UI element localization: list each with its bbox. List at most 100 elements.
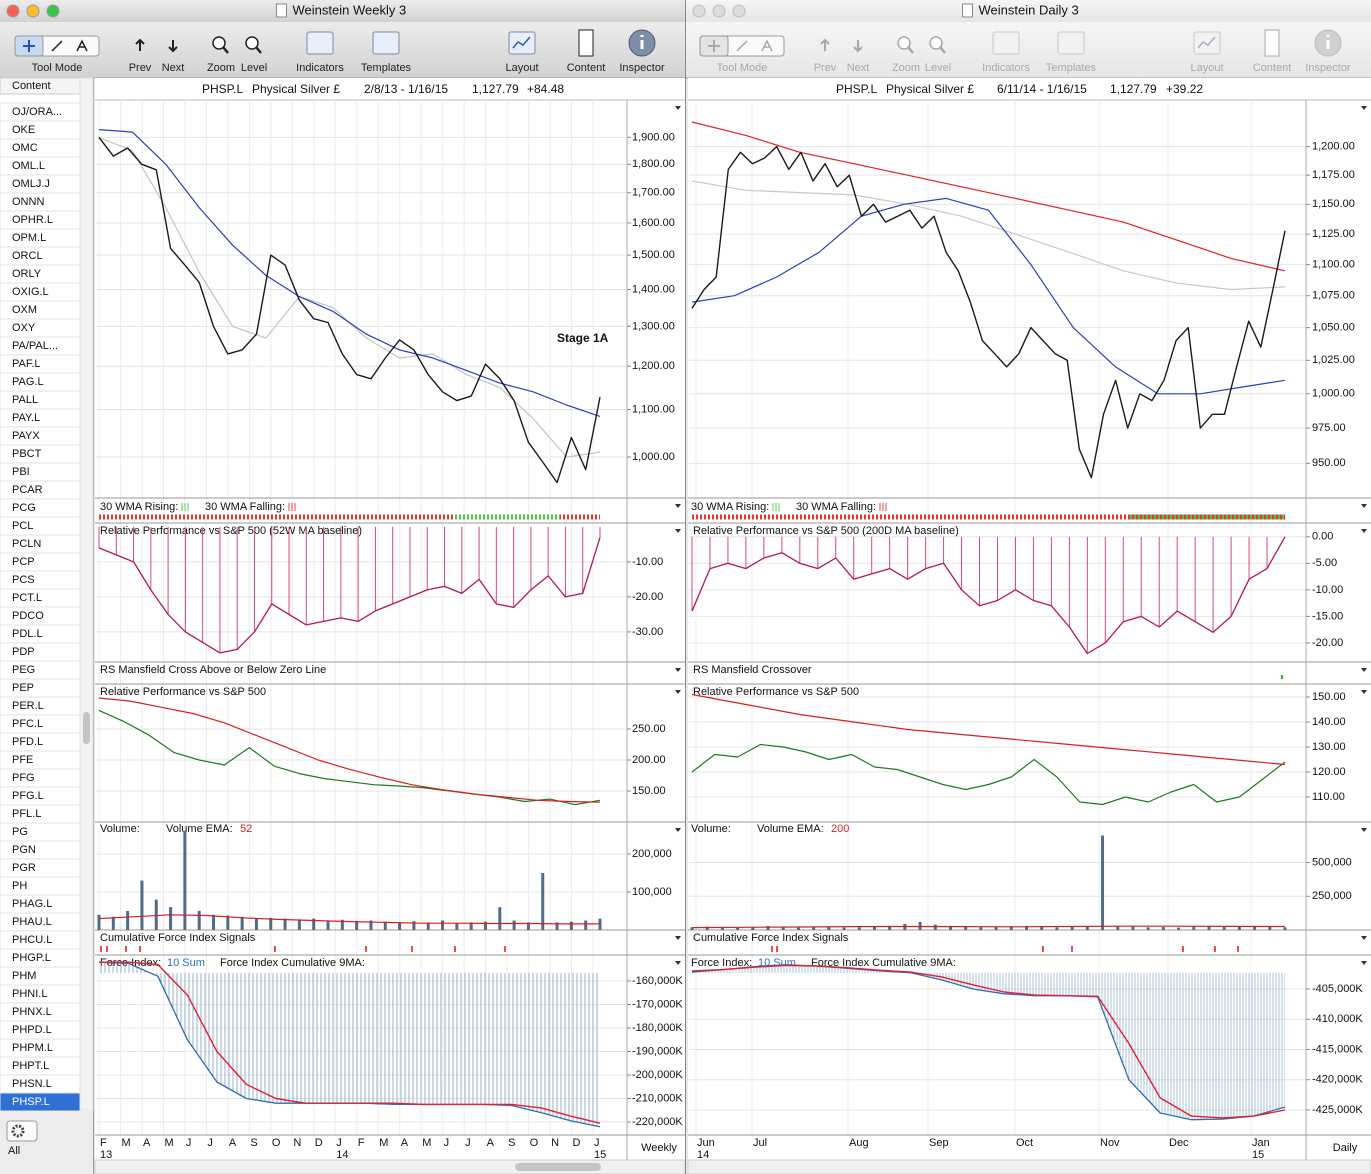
toolbar-label[interactable]: Indicators	[982, 62, 1030, 74]
list-item[interactable]: OMC	[12, 142, 38, 154]
content-icon[interactable]	[578, 29, 594, 57]
list-item[interactable]: PAY.L	[12, 412, 40, 424]
list-item[interactable]: PHM	[12, 970, 36, 982]
toolbar-label[interactable]: Templates	[1046, 62, 1097, 74]
toolbar-icon[interactable]	[992, 31, 1020, 55]
period-label[interactable]: Weekly	[641, 1142, 677, 1154]
list-item[interactable]: PHAG.L	[12, 898, 52, 910]
panel-menu-arrow[interactable]	[1361, 106, 1367, 110]
panel-menu-arrow[interactable]	[675, 504, 681, 508]
list-item[interactable]: PCT.L	[12, 592, 42, 604]
toolbar-label[interactable]: Templates	[361, 62, 412, 74]
list-item[interactable]: PGR	[12, 862, 36, 874]
toolbar-icon[interactable]	[508, 31, 536, 55]
toolbar-label[interactable]: Tool Mode	[717, 62, 768, 74]
list-item[interactable]: PFC.L	[12, 718, 43, 730]
list-item[interactable]: OML.L	[12, 160, 45, 172]
list-item[interactable]: PALL	[12, 394, 38, 406]
list-item[interactable]: PAYX	[12, 430, 40, 442]
toolbar-label[interactable]: Inspector	[619, 62, 665, 74]
toolbar-label[interactable]: Level	[925, 62, 951, 74]
list-item[interactable]: OXM	[12, 304, 37, 316]
toolbar-label[interactable]: Indicators	[296, 62, 344, 74]
content-icon[interactable]	[1264, 29, 1280, 57]
list-item[interactable]: PBCT	[12, 448, 42, 460]
list-item[interactable]: PHAU.L	[12, 916, 52, 928]
window-button[interactable]	[732, 4, 746, 18]
list-item[interactable]: OXY	[12, 322, 36, 334]
list-item[interactable]: OMLJ.J	[12, 178, 50, 190]
panel-menu-arrow[interactable]	[675, 690, 681, 694]
list-item[interactable]: PFG.L	[12, 790, 44, 802]
list-item[interactable]: OPM.L	[12, 232, 46, 244]
panel-menu-arrow[interactable]	[675, 106, 681, 110]
list-item[interactable]: OXIG.L	[12, 286, 49, 298]
window-button[interactable]	[46, 4, 60, 18]
list-item[interactable]: PCLN	[12, 538, 41, 550]
list-item[interactable]: PHPM.L	[12, 1042, 53, 1054]
panel-menu-arrow[interactable]	[1361, 936, 1367, 940]
list-item[interactable]: OKE	[12, 124, 35, 136]
list-item[interactable]: PDL.L	[12, 628, 43, 640]
window-button[interactable]	[712, 4, 726, 18]
toolbar-label[interactable]: Content	[1253, 62, 1292, 74]
list-item[interactable]: PGN	[12, 844, 36, 856]
list-item[interactable]: PFE	[12, 754, 33, 766]
window-button[interactable]	[692, 4, 706, 18]
list-item[interactable]: PBI	[12, 466, 30, 478]
list-item[interactable]: PFL.L	[12, 808, 41, 820]
panel-menu-arrow[interactable]	[675, 828, 681, 832]
list-item[interactable]: PHNX.L	[12, 1006, 52, 1018]
toolbar-label[interactable]: Prev	[129, 62, 152, 74]
list-item[interactable]: PAG.L	[12, 376, 44, 388]
list-item[interactable]: PH	[12, 880, 27, 892]
list-item[interactable]: PFD.L	[12, 736, 43, 748]
list-item[interactable]: PHPT.L	[12, 1060, 49, 1072]
toolbar-label[interactable]: Zoom	[207, 62, 235, 74]
toolbar-label[interactable]: Level	[241, 62, 267, 74]
list-item[interactable]: PCP	[12, 556, 35, 568]
toolbar-icon[interactable]	[1193, 31, 1221, 55]
prev-icon[interactable]	[135, 38, 145, 51]
list-item[interactable]: PER.L	[12, 700, 44, 712]
window-button[interactable]	[26, 4, 40, 18]
panel-menu-arrow[interactable]	[1361, 961, 1367, 965]
toolbar-label[interactable]: Tool Mode	[32, 62, 83, 74]
toolbar-label[interactable]: Content	[567, 62, 606, 74]
panel-menu-arrow[interactable]	[675, 936, 681, 940]
list-item[interactable]: PCL	[12, 520, 33, 532]
toolbar-label[interactable]: Inspector	[1305, 62, 1351, 74]
panel-menu-arrow[interactable]	[1361, 828, 1367, 832]
list-item[interactable]: PFG	[12, 772, 35, 784]
toolbar-label[interactable]: Next	[162, 62, 185, 74]
list-item[interactable]: OPHR.L	[12, 214, 53, 226]
list-item[interactable]: PHPD.L	[12, 1024, 52, 1036]
zoom-icon[interactable]	[212, 36, 226, 50]
list-item[interactable]: ORLY	[12, 268, 42, 280]
zoom-icon[interactable]	[897, 36, 911, 50]
list-item[interactable]: PDCO	[12, 610, 44, 622]
toolbar-icon[interactable]	[1057, 31, 1085, 55]
list-item[interactable]: PHCU.L	[12, 934, 52, 946]
toolbar-label[interactable]: Zoom	[892, 62, 920, 74]
toolbar-label[interactable]: Next	[847, 62, 870, 74]
scroll-thumb[interactable]	[515, 1163, 601, 1171]
panel-menu-arrow[interactable]	[675, 529, 681, 533]
list-item[interactable]: ORCL	[12, 250, 43, 262]
list-item[interactable]: PHSN.L	[12, 1078, 52, 1090]
list-item[interactable]: PA/PAL...	[12, 340, 58, 352]
toolbar-icon[interactable]	[372, 31, 400, 55]
next-icon[interactable]	[168, 40, 178, 53]
panel-menu-arrow[interactable]	[675, 961, 681, 965]
list-item[interactable]: PEG	[12, 664, 35, 676]
toolbar-label[interactable]: Layout	[505, 62, 538, 74]
panel-menu-arrow[interactable]	[1361, 690, 1367, 694]
list-item[interactable]: ONNN	[12, 196, 44, 208]
list-item[interactable]: PHGP.L	[12, 952, 51, 964]
list-item[interactable]: PAF.L	[12, 358, 41, 370]
sidebar-scroll-thumb[interactable]	[83, 712, 90, 744]
list-item[interactable]: PCG	[12, 502, 36, 514]
toolbar-label[interactable]: Prev	[814, 62, 837, 74]
panel-menu-arrow[interactable]	[1361, 668, 1367, 672]
sidebar-footer-label[interactable]: All	[8, 1145, 20, 1157]
